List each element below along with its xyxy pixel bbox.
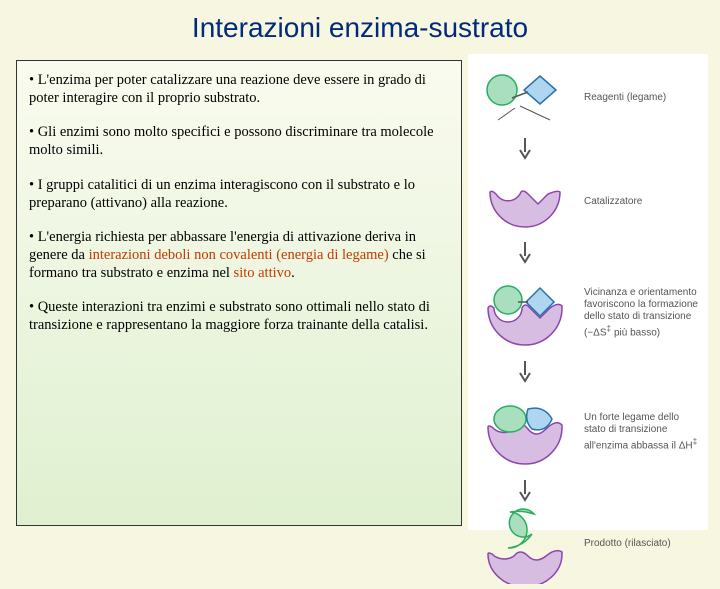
product-icon <box>470 504 580 584</box>
arrow-3 <box>470 361 702 383</box>
diagram-stage-reagents: Reagenti (legame) <box>470 58 702 138</box>
bullet-1: • L'enzima per poter catalizzare una rea… <box>29 71 449 107</box>
reagents-icon <box>470 58 580 138</box>
transition-icon <box>470 385 580 480</box>
bullet-2: • Gli enzimi sono molto specifici e poss… <box>29 123 449 159</box>
diagram-stage-transition: Un forte legame dello stato di transizio… <box>470 385 702 480</box>
es-complex-label: Vicinanza e orientamento favoriscono la … <box>580 287 702 339</box>
diagram-column: Reagenti (legame) Catalizzatore <box>468 54 708 530</box>
highlight-interactions: interazioni deboli non covalenti (energi… <box>89 247 389 263</box>
arrow-1 <box>470 138 702 160</box>
catalyst-label: Catalizzatore <box>580 196 702 208</box>
arrow-4 <box>470 480 702 502</box>
diagram-stage-product: Prodotto (rilasciato) <box>470 504 702 584</box>
es-complex-icon <box>470 266 580 361</box>
bullet-5: • Queste interazioni tra enzimi e substr… <box>29 298 449 334</box>
content-row: • L'enzima per poter catalizzare una rea… <box>0 52 720 534</box>
arrow-2 <box>470 242 702 264</box>
transition-label: Un forte legame dello stato di transizio… <box>580 412 702 452</box>
reagents-label: Reagenti (legame) <box>580 92 702 104</box>
bullet-4: • L'energia richiesta per abbassare l'en… <box>29 228 449 282</box>
page-title: Interazioni enzima-sustrato <box>0 0 720 52</box>
catalyst-icon <box>470 162 580 242</box>
bullet-3: • I gruppi catalitici di un enzima inter… <box>29 176 449 212</box>
diagram-stage-catalyst: Catalizzatore <box>470 162 702 242</box>
diagram-stage-es-complex: Vicinanza e orientamento favoriscono la … <box>470 266 702 361</box>
text-panel: • L'enzima per poter catalizzare una rea… <box>16 60 462 526</box>
highlight-active-site: sito attivo <box>234 265 292 281</box>
